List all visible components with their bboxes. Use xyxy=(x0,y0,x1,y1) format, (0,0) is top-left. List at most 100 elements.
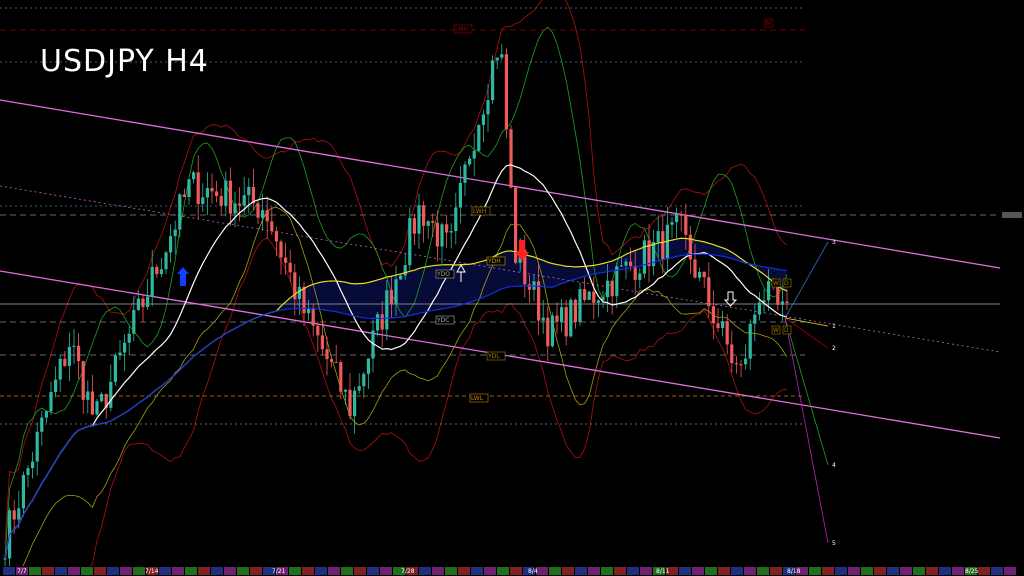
level-label: YDC xyxy=(436,317,449,324)
candle-body xyxy=(219,195,223,206)
candle-body xyxy=(679,213,683,216)
candle-body xyxy=(113,355,117,382)
candle-body xyxy=(730,344,734,364)
candle-body xyxy=(123,342,127,353)
candle-body xyxy=(417,205,421,234)
candle-body xyxy=(182,194,186,198)
session-block xyxy=(185,567,197,575)
level-label-box xyxy=(771,278,781,288)
candle-body xyxy=(353,390,357,417)
x-tick-label: 7/21 xyxy=(272,568,286,575)
session-block xyxy=(991,567,1003,575)
candle-body xyxy=(707,277,711,307)
session-block xyxy=(393,567,405,575)
candle-body xyxy=(77,345,81,362)
candle-body xyxy=(316,325,320,336)
candle-body xyxy=(31,461,35,469)
session-block xyxy=(835,567,847,575)
candle-body xyxy=(136,298,140,310)
level-label: D xyxy=(784,327,789,334)
chart-title: USDJPY H4 xyxy=(40,44,209,79)
session-block xyxy=(523,567,535,575)
session-block xyxy=(588,567,600,575)
candle-body xyxy=(261,210,265,218)
projection-line xyxy=(784,241,829,319)
candle-body xyxy=(366,358,370,374)
candle-body xyxy=(205,188,209,198)
candle-body xyxy=(688,234,692,260)
session-block xyxy=(731,567,743,575)
candle-body xyxy=(481,114,485,126)
candle-body xyxy=(242,195,246,206)
session-block xyxy=(484,567,496,575)
candle-body xyxy=(486,100,490,115)
session-block xyxy=(822,567,834,575)
x-tick-label: 7/14 xyxy=(145,568,159,575)
session-block xyxy=(770,567,782,575)
candle-body xyxy=(435,222,439,247)
envelope-lower-line xyxy=(16,206,788,576)
level-label-box xyxy=(782,278,792,288)
candle-body xyxy=(210,188,214,192)
candle-body xyxy=(748,323,752,359)
candle-body xyxy=(141,298,145,307)
session-block xyxy=(315,567,327,575)
candle-body xyxy=(279,241,283,258)
candle-body xyxy=(454,207,458,232)
projection-label: 1 xyxy=(832,323,836,330)
session-block xyxy=(939,567,951,575)
candle-body xyxy=(734,363,738,365)
level-label-box xyxy=(471,206,491,216)
candle-body xyxy=(293,272,297,300)
candle-body xyxy=(449,231,453,233)
candle-body xyxy=(721,321,725,329)
level-label: YDO xyxy=(436,271,450,278)
candle-body xyxy=(670,222,674,225)
x-tick-label: 8/18 xyxy=(787,568,801,575)
candle-body xyxy=(196,172,200,204)
candle-body xyxy=(376,314,380,331)
candle-body xyxy=(228,180,232,214)
candle-body xyxy=(767,280,771,301)
session-block xyxy=(640,567,652,575)
candle-body xyxy=(578,289,582,323)
session-block xyxy=(783,567,795,575)
session-block xyxy=(705,567,717,575)
candle-body xyxy=(619,265,623,267)
buy-arrow-icon xyxy=(177,267,189,286)
session-block xyxy=(458,567,470,575)
candle-body xyxy=(67,346,71,366)
session-block xyxy=(328,567,340,575)
candle-body xyxy=(573,299,577,323)
candle-body xyxy=(63,358,67,366)
candle-body xyxy=(371,330,375,359)
candle-body xyxy=(523,249,527,285)
session-block xyxy=(276,567,288,575)
candle-body xyxy=(647,240,651,267)
candle-body xyxy=(159,269,163,275)
candle-body xyxy=(652,242,656,267)
candle-body xyxy=(440,224,444,247)
session-block xyxy=(510,567,522,575)
candle-body xyxy=(757,302,761,315)
level-label: M xyxy=(766,20,771,27)
session-block xyxy=(757,567,769,575)
session-block xyxy=(354,567,366,575)
session-block xyxy=(887,567,899,575)
session-block xyxy=(614,567,626,575)
candle-body xyxy=(284,257,288,263)
candle-body xyxy=(320,335,324,350)
ma-slow-line xyxy=(4,253,788,559)
session-block xyxy=(3,567,15,575)
candle-body xyxy=(656,231,660,243)
candle-body xyxy=(118,352,122,356)
candle-body xyxy=(633,266,637,280)
candle-body xyxy=(445,224,449,233)
level-label: YDL xyxy=(487,353,500,360)
session-block xyxy=(536,567,548,575)
candle-body xyxy=(675,213,679,223)
candle-body xyxy=(739,364,743,366)
candle-body xyxy=(587,291,591,300)
session-block xyxy=(133,567,145,575)
